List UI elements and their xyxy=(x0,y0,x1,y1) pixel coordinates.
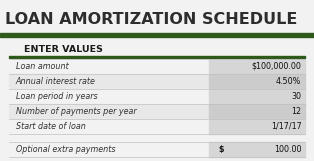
Bar xyxy=(9,142,209,157)
Text: Number of payments per year: Number of payments per year xyxy=(16,107,136,116)
Text: LOAN AMORTIZATION SCHEDULE: LOAN AMORTIZATION SCHEDULE xyxy=(5,12,297,27)
Bar xyxy=(9,59,209,74)
Bar xyxy=(9,74,209,89)
Text: 1/17/17: 1/17/17 xyxy=(271,122,301,131)
Bar xyxy=(209,119,305,134)
Bar xyxy=(209,59,305,74)
Bar xyxy=(0,0,314,39)
Text: ENTER VALUES: ENTER VALUES xyxy=(24,45,102,54)
Bar xyxy=(9,104,209,119)
Text: Loan amount: Loan amount xyxy=(16,62,68,71)
Bar xyxy=(9,89,209,104)
Text: Start date of loan: Start date of loan xyxy=(16,122,86,131)
Text: 30: 30 xyxy=(291,92,301,101)
Text: 12: 12 xyxy=(291,107,301,116)
Text: $100,000.00: $100,000.00 xyxy=(252,62,301,71)
Text: Loan period in years: Loan period in years xyxy=(16,92,97,101)
Bar xyxy=(0,33,314,37)
Bar xyxy=(209,104,305,119)
Text: 100.00: 100.00 xyxy=(274,146,301,154)
Bar xyxy=(0,39,314,161)
Text: 4.50%: 4.50% xyxy=(276,77,301,86)
Bar xyxy=(209,142,305,157)
Bar xyxy=(209,89,305,104)
Text: Optional extra payments: Optional extra payments xyxy=(16,146,115,154)
Bar xyxy=(9,119,209,134)
Text: $: $ xyxy=(218,146,224,154)
Bar xyxy=(9,56,305,58)
Text: Annual interest rate: Annual interest rate xyxy=(16,77,95,86)
Bar xyxy=(209,74,305,89)
